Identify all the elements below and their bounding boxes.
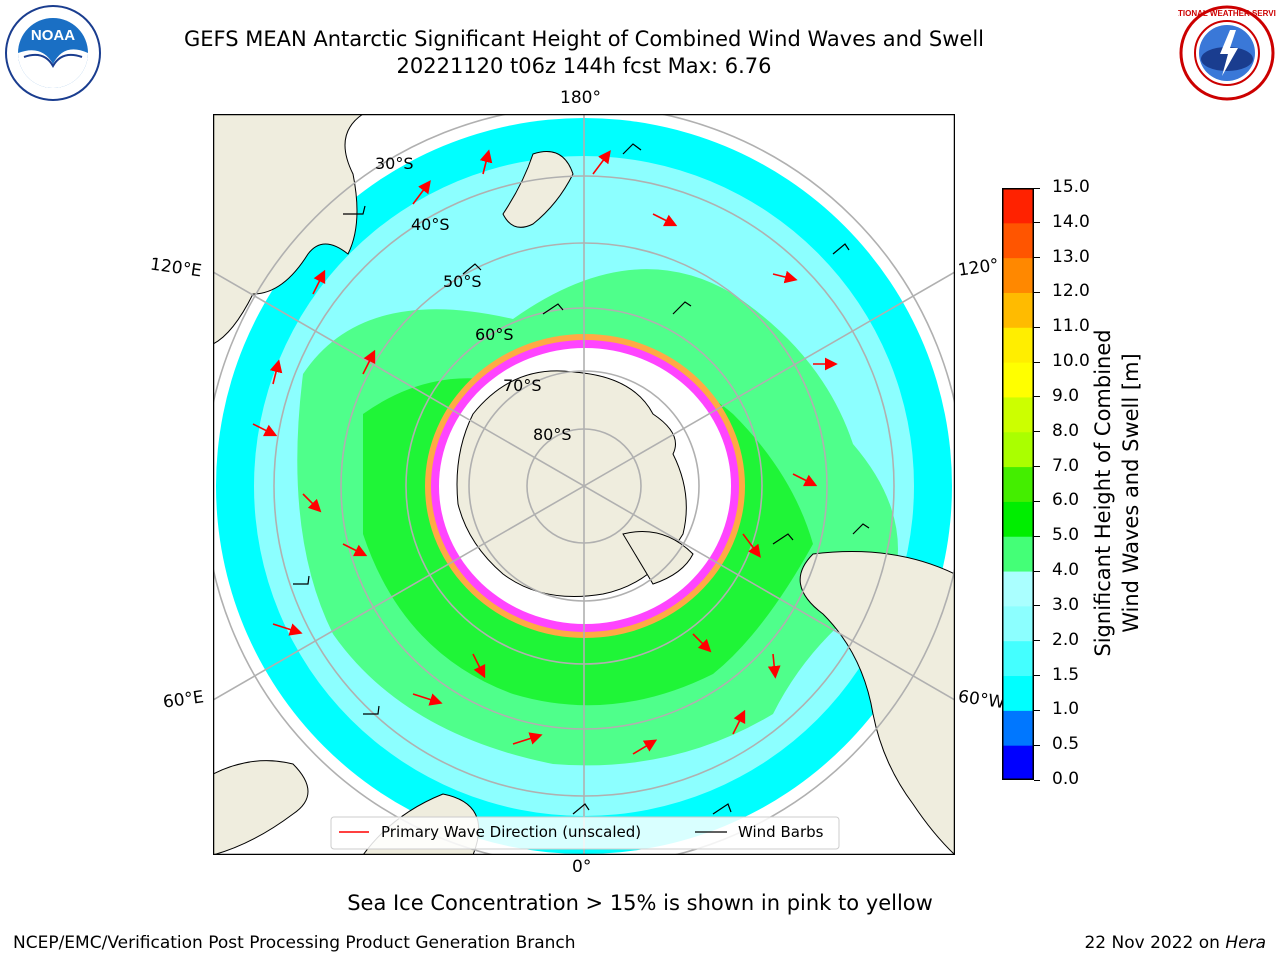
south-america-landmass	[799, 551, 955, 855]
colorbar-segment	[1002, 501, 1034, 537]
colorbar-segment	[1002, 466, 1034, 502]
wave-direction-arrows	[252, 149, 838, 755]
lat-label-80s: 80°S	[533, 425, 572, 444]
colorbar-tick-mark	[1034, 396, 1040, 398]
lon-label-0: 0°	[572, 857, 592, 877]
lat-label-70s: 70°S	[503, 376, 542, 395]
colorbar-label-line1: Significant Height of Combined	[1091, 329, 1115, 657]
colorbar-tick-label: 10.0	[1052, 351, 1090, 372]
colorbar-tick-label: 6.0	[1052, 490, 1080, 511]
lat-label-40s: 40°S	[411, 215, 450, 234]
colorbar-tick-mark	[1034, 361, 1040, 363]
colorbar-segment	[1002, 257, 1034, 293]
footer-date-text: 22 Nov 2022 on	[1084, 933, 1220, 953]
colorbar-segment	[1002, 640, 1034, 677]
wind-barbs	[293, 143, 870, 815]
colorbar-segment	[1002, 571, 1034, 607]
lat-label-30s: 30°S	[375, 154, 414, 173]
colorbar-segment	[1002, 396, 1034, 433]
colorbar-tick-label: 1.5	[1052, 664, 1080, 685]
polar-map: 30°S 40°S 50°S 60°S 70°S 80°S	[213, 114, 955, 855]
colorbar	[1002, 188, 1034, 780]
australia-landmass	[213, 114, 364, 345]
colorbar-segment	[1002, 675, 1034, 711]
colorbar-tick-mark	[1034, 326, 1040, 328]
chart-title: GEFS MEAN Antarctic Significant Height o…	[183, 27, 985, 51]
colorbar-tick-label: 5.0	[1052, 525, 1080, 546]
lat-label-60s: 60°S	[475, 325, 514, 344]
colorbar-tick-mark	[1034, 570, 1040, 572]
lon-label-180: 180°	[560, 88, 601, 108]
colorbar-tick-mark	[1034, 431, 1040, 433]
colorbar-segment	[1002, 745, 1034, 780]
colorbar-tick-label: 1.0	[1052, 699, 1080, 720]
noaa-logo: NOAA	[5, 5, 101, 101]
colorbar-tick-label: 12.0	[1052, 281, 1090, 302]
colorbar-tick-mark	[1034, 744, 1040, 746]
colorbar-segment	[1002, 327, 1034, 363]
colorbar-tick-mark	[1034, 709, 1040, 711]
new-zealand-landmass	[502, 151, 574, 228]
colorbar-tick-label: 13.0	[1052, 246, 1090, 267]
colorbar-tick-mark	[1034, 291, 1040, 293]
lon-label-120e: 120°E	[148, 254, 203, 282]
noaa-logo-text: NOAA	[31, 27, 75, 44]
colorbar-tick-label: 0.5	[1052, 734, 1080, 755]
colorbar-segment	[1002, 710, 1034, 746]
colorbar-segment	[1002, 292, 1034, 328]
colorbar-tick-mark	[1034, 187, 1040, 189]
colorbar-tick-label: 3.0	[1052, 594, 1080, 615]
colorbar-tick-mark	[1034, 257, 1040, 259]
legend-barb-label: Wind Barbs	[738, 823, 824, 841]
colorbar-tick-mark	[1034, 640, 1040, 642]
nws-logo: NATIONAL WEATHER SERVICE	[1178, 5, 1276, 101]
legend-wave-label: Primary Wave Direction (unscaled)	[381, 823, 641, 841]
colorbar-segment	[1002, 362, 1034, 398]
africa-landmass	[213, 760, 309, 855]
colorbar-tick-label: 9.0	[1052, 385, 1080, 406]
colorbar-label-line2: Wind Waves and Swell [m]	[1119, 353, 1143, 633]
footer-host: Hera	[1225, 933, 1266, 953]
colorbar-tick-label: 7.0	[1052, 455, 1080, 476]
graticule	[213, 114, 955, 855]
lon-label-60w: 60°W	[956, 686, 1007, 714]
colorbar-tick-mark	[1034, 466, 1040, 468]
colorbar-tick-mark	[1034, 500, 1040, 502]
colorbar-tick-label: 4.0	[1052, 560, 1080, 581]
colorbar-label: Significant Height of Combined Wind Wave…	[1089, 293, 1145, 693]
colorbar-segment	[1002, 188, 1034, 224]
colorbar-segment	[1002, 431, 1034, 468]
colorbar-tick-label: 14.0	[1052, 211, 1090, 232]
colorbar-tick-mark	[1034, 222, 1040, 224]
colorbar-segment	[1002, 605, 1034, 642]
colorbar-tick-label: 2.0	[1052, 629, 1080, 650]
colorbar-tick-label: 8.0	[1052, 420, 1080, 441]
lon-label-60e: 60°E	[161, 687, 206, 713]
map-legend: Primary Wave Direction (unscaled) Wind B…	[330, 816, 840, 850]
colorbar-tick-mark	[1034, 779, 1040, 781]
footer-date: 22 Nov 2022 on Hera	[1084, 933, 1266, 953]
colorbar-tick-label: 11.0	[1052, 316, 1090, 337]
sea-ice-caption: Sea Ice Concentration > 15% is shown in …	[347, 891, 933, 915]
footer-branch: NCEP/EMC/Verification Post Processing Pr…	[13, 933, 576, 953]
nws-logo-text: NATIONAL WEATHER SERVICE	[1178, 9, 1276, 18]
lat-label-50s: 50°S	[443, 272, 482, 291]
colorbar-tick-label: 15.0	[1052, 177, 1090, 197]
colorbar-segment	[1002, 536, 1034, 572]
colorbar-tick-mark	[1034, 605, 1040, 607]
colorbar-tick-mark	[1034, 675, 1040, 677]
lon-label-120w: 120°	[956, 255, 1001, 281]
colorbar-tick-mark	[1034, 535, 1040, 537]
colorbar-tick-label: 0.0	[1052, 769, 1080, 789]
chart-subtitle: 20221120 t06z 144h fcst Max: 6.76	[396, 54, 772, 78]
colorbar-segment	[1002, 222, 1034, 259]
